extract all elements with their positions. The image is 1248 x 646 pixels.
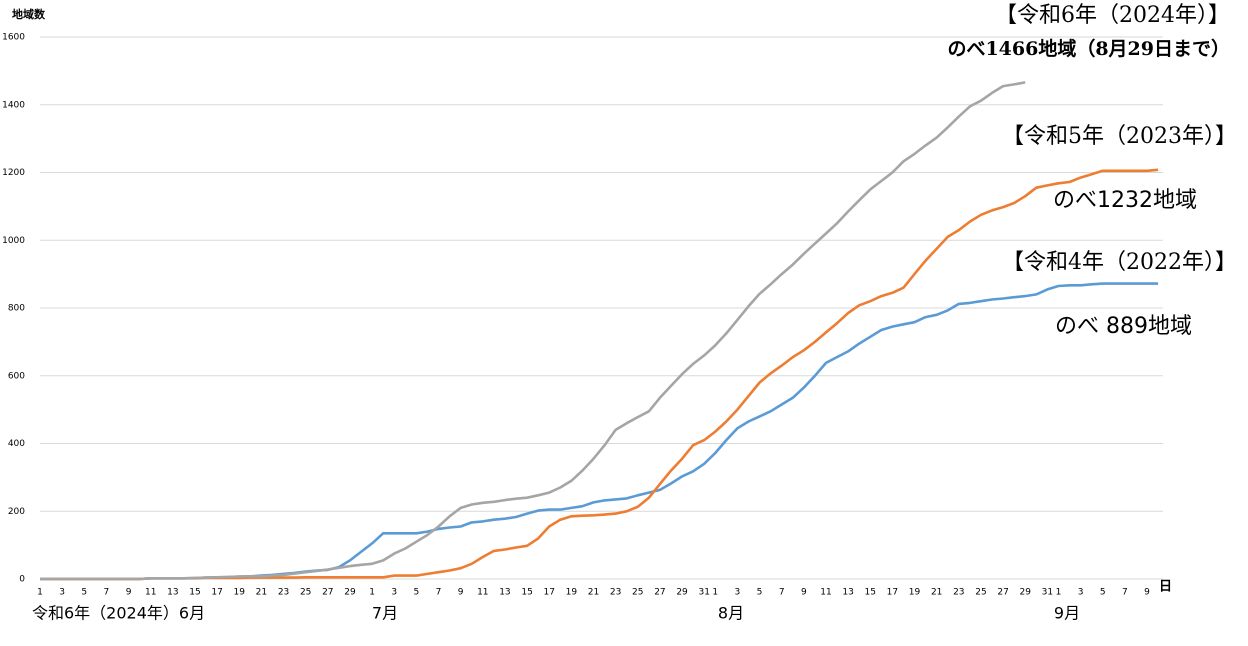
annotation: のべ 889地域 — [1055, 314, 1192, 339]
x-tick-label: 9 — [126, 588, 132, 598]
x-tick-label: 13 — [842, 588, 853, 598]
x-tick-label: 25 — [632, 588, 643, 598]
x-tick-label: 3 — [1078, 588, 1084, 598]
x-tick-label: 31 — [1042, 588, 1053, 598]
x-tick-label: 17 — [887, 588, 898, 598]
x-tick-label: 17 — [211, 588, 222, 598]
x-tick-label: 29 — [344, 588, 356, 598]
y-tick-label: 800 — [8, 304, 25, 314]
x-tick-label: 23 — [953, 588, 964, 598]
x-tick-label: 5 — [1100, 588, 1106, 598]
x-tick-label: 3 — [735, 588, 741, 598]
month-label: 8月 — [718, 604, 744, 623]
x-tick-label: 7 — [779, 588, 785, 598]
x-tick-label: 17 — [543, 588, 554, 598]
x-tick-label: 21 — [256, 588, 267, 598]
annotation: 【令和5年（2023年）】 — [1002, 124, 1237, 149]
x-tick-label: 25 — [975, 588, 986, 598]
series-line — [40, 168, 1159, 581]
x-tick-label: 21 — [931, 588, 942, 598]
x-tick-label: 29 — [1020, 588, 1032, 598]
x-tick-label: 31 — [698, 588, 709, 598]
x-tick-label: 27 — [322, 588, 333, 598]
x-tick-label: 15 — [865, 588, 876, 598]
series-line — [40, 282, 1159, 581]
y-tick-label: 200 — [8, 507, 25, 517]
x-tick-label: 1 — [37, 588, 43, 598]
y-axis-label: 地域数 — [12, 7, 46, 21]
x-tick-label: 7 — [104, 588, 110, 598]
x-axis-label: 日 — [1159, 580, 1172, 595]
x-tick-label: 3 — [391, 588, 397, 598]
x-tick-label: 9 — [1144, 588, 1150, 598]
annotation: 【令和4年（2022年）】 — [1002, 250, 1237, 275]
x-tick-label: 9 — [801, 588, 807, 598]
x-tick-label: 19 — [234, 588, 246, 598]
x-tick-label: 3 — [59, 588, 65, 598]
x-tick-label: 13 — [499, 588, 510, 598]
y-tick-label: 1600 — [2, 33, 25, 43]
x-tick-label: 27 — [654, 588, 665, 598]
month-label: 令和6年（2024年）6月 — [32, 604, 205, 623]
x-tick-label: 7 — [436, 588, 442, 598]
y-tick-label: 600 — [8, 371, 25, 381]
month-label: 9月 — [1054, 604, 1080, 623]
x-tick-label: 11 — [477, 588, 488, 598]
y-tick-label: 400 — [8, 439, 25, 449]
x-tick-label: 19 — [566, 588, 578, 598]
y-tick-label: 1400 — [2, 100, 25, 110]
x-tick-label: 29 — [676, 588, 688, 598]
x-tick-label: 23 — [610, 588, 621, 598]
y-tick-label: 1000 — [2, 236, 25, 246]
x-tick-label: 19 — [909, 588, 921, 598]
x-tick-label: 15 — [521, 588, 532, 598]
x-tick-label: 25 — [300, 588, 311, 598]
x-tick-label: 13 — [167, 588, 178, 598]
annotation: 【令和6年（2024年）】 — [995, 3, 1230, 28]
x-tick-label: 1 — [1056, 588, 1062, 598]
annotation: のべ1232地域 — [1053, 188, 1197, 213]
x-tick-label: 7 — [1122, 588, 1128, 598]
x-tick-label: 15 — [189, 588, 200, 598]
y-tick-label: 0 — [19, 575, 25, 585]
y-tick-label: 1200 — [2, 168, 25, 178]
x-tick-label: 5 — [414, 588, 420, 598]
x-tick-label: 5 — [757, 588, 763, 598]
x-tick-label: 21 — [588, 588, 599, 598]
x-tick-label: 1 — [712, 588, 718, 598]
series-line — [40, 81, 1026, 581]
x-tick-label: 23 — [278, 588, 289, 598]
x-tick-label: 5 — [81, 588, 87, 598]
x-tick-label: 11 — [145, 588, 156, 598]
x-tick-label: 9 — [458, 588, 464, 598]
month-label: 7月 — [372, 604, 398, 623]
annotation: のべ1466地域（8月29日まで） — [947, 37, 1230, 60]
x-tick-label: 27 — [997, 588, 1008, 598]
x-tick-label: 11 — [820, 588, 831, 598]
x-tick-label: 1 — [369, 588, 375, 598]
